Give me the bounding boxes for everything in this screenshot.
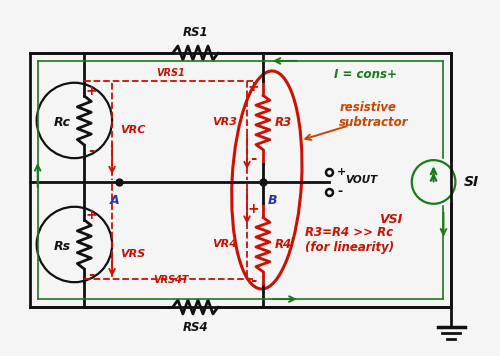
Text: VR3: VR3 — [212, 117, 237, 127]
Text: -: - — [338, 185, 342, 198]
Text: -: - — [250, 151, 256, 166]
Text: VRS: VRS — [120, 250, 146, 260]
Text: VR4: VR4 — [212, 240, 237, 250]
Text: VSI: VSI — [379, 213, 402, 226]
Text: VRC: VRC — [120, 125, 146, 135]
Text: VOUT: VOUT — [346, 175, 378, 185]
Text: resistive
subtractor: resistive subtractor — [340, 101, 409, 130]
Text: -: - — [250, 273, 256, 288]
Text: I = cons+: I = cons+ — [334, 68, 397, 81]
Text: R3=R4 >> Rc
(for linearity): R3=R4 >> Rc (for linearity) — [304, 225, 394, 253]
Text: RS4: RS4 — [182, 321, 208, 334]
Text: Rc: Rc — [54, 116, 71, 129]
Text: Rs: Rs — [54, 240, 71, 253]
Text: B: B — [268, 194, 278, 207]
Text: RS1: RS1 — [182, 26, 208, 39]
Text: VRS1: VRS1 — [156, 68, 185, 78]
Text: +: + — [247, 80, 259, 94]
Text: +: + — [86, 208, 97, 222]
Text: SI: SI — [464, 175, 478, 189]
Text: +: + — [86, 84, 97, 98]
Text: VRS4T: VRS4T — [153, 275, 188, 285]
Text: +: + — [247, 202, 259, 216]
Text: R4: R4 — [275, 238, 292, 251]
Text: A: A — [110, 194, 120, 207]
Text: -: - — [88, 143, 94, 158]
Text: +: + — [338, 167, 346, 177]
Text: R3: R3 — [275, 116, 292, 129]
Text: -: - — [88, 267, 94, 282]
